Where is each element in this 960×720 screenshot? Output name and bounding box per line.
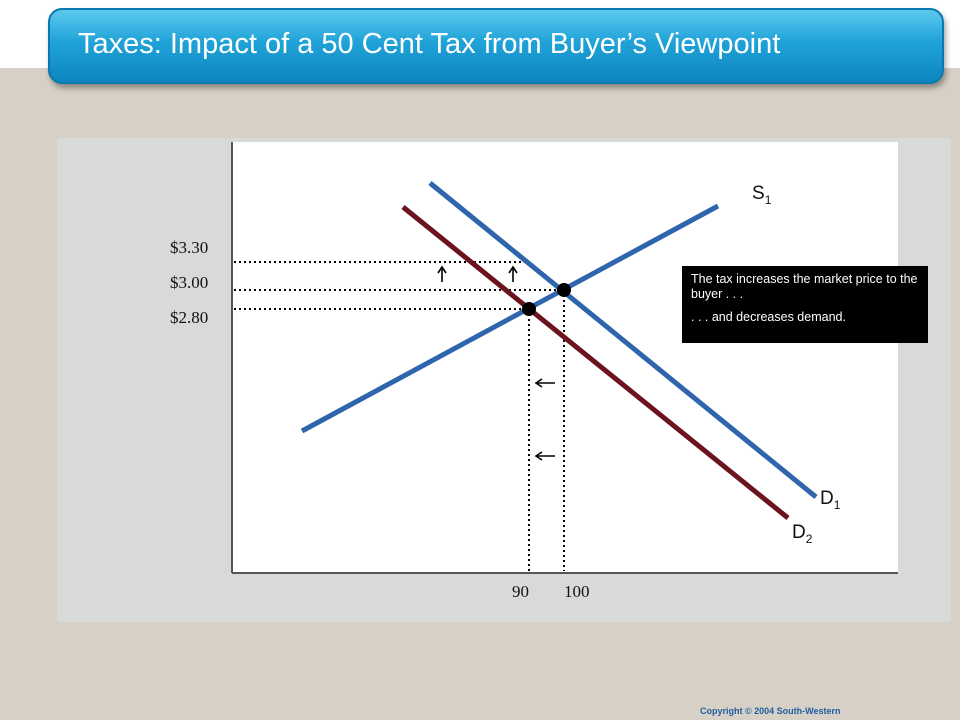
up-arrow-icon xyxy=(437,265,447,282)
up-arrow-icon xyxy=(508,265,518,282)
demand-d2-label: D2 xyxy=(792,522,813,546)
copyright-notice: Copyright © 2004 South-Western xyxy=(700,706,841,716)
title-bar: Taxes: Impact of a 50 Cent Tax from Buye… xyxy=(48,8,944,84)
tax-callout-box: The tax increases the market price to th… xyxy=(682,266,928,343)
slide-title: Taxes: Impact of a 50 Cent Tax from Buye… xyxy=(78,28,781,60)
equilibrium-point-original xyxy=(557,283,571,297)
callout-line-demand: . . . and decreases demand. xyxy=(691,310,846,324)
callout-line-price: The tax increases the market price to th… xyxy=(691,272,918,301)
price-label-280: $2.80 xyxy=(170,308,209,327)
equilibrium-point-new xyxy=(522,302,536,316)
supply-curve xyxy=(300,203,720,434)
quantity-label-90: 90 xyxy=(512,582,529,601)
price-label-330: $3.30 xyxy=(170,238,209,257)
price-label-300: $3.00 xyxy=(170,273,209,292)
demand-d1-label: D1 xyxy=(820,488,841,512)
supply-label: S1 xyxy=(752,183,772,207)
demand-curve-d1 xyxy=(428,181,818,499)
quantity-label-100: 100 xyxy=(564,582,590,601)
left-arrow-icon xyxy=(534,378,555,388)
left-arrow-icon xyxy=(534,451,555,461)
demand-curve-d2 xyxy=(401,205,790,520)
